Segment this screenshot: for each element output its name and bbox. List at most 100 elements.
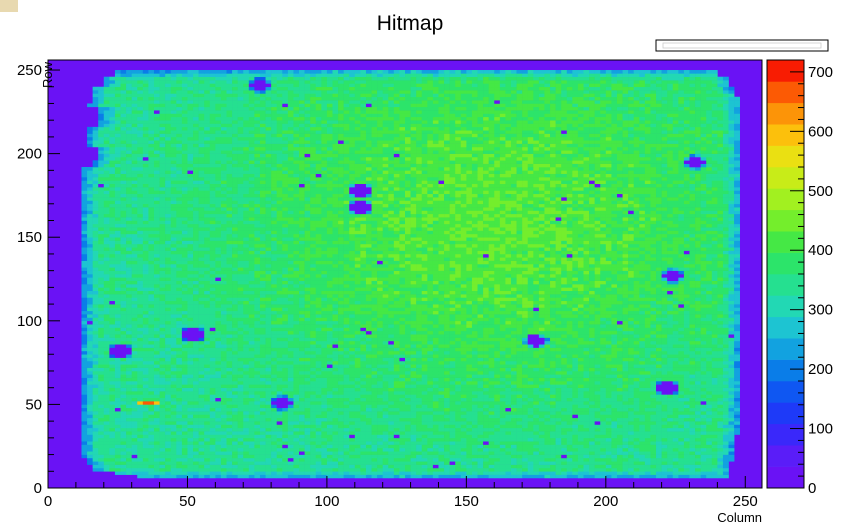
heatmap-cell	[410, 370, 417, 375]
heatmap-cell	[678, 374, 685, 378]
heatmap-cell	[577, 464, 584, 469]
heatmap-cell	[159, 417, 166, 422]
heatmap-cell	[321, 360, 328, 365]
heatmap-cell	[276, 467, 283, 472]
heatmap-cell	[232, 350, 238, 355]
heatmap-cell	[455, 424, 462, 429]
heatmap-cell	[600, 464, 607, 469]
heatmap-cell	[589, 401, 595, 405]
heatmap-cell	[299, 414, 305, 419]
heatmap-cell	[566, 370, 573, 375]
heatmap-cell	[360, 407, 367, 412]
heatmap-cell	[299, 431, 305, 435]
heatmap-cell	[338, 427, 344, 432]
heatmap-cell	[499, 454, 506, 459]
heatmap-cell	[577, 471, 584, 475]
heatmap-cell	[293, 367, 300, 372]
heatmap-cell	[293, 447, 300, 452]
heatmap-cell	[271, 347, 278, 352]
heatmap-cell	[338, 377, 344, 382]
heatmap-cell	[332, 467, 339, 472]
heatmap-cell	[103, 441, 110, 445]
heatmap-cell	[516, 381, 523, 385]
heatmap-cell	[193, 404, 199, 409]
heatmap-cell	[695, 377, 701, 382]
heatmap-cell	[583, 467, 590, 472]
heatmap-cell	[711, 451, 718, 455]
heatmap-cell	[611, 374, 618, 378]
heatmap-cell	[538, 421, 545, 425]
heatmap-cell	[656, 360, 662, 365]
heatmap-cell	[399, 404, 406, 409]
heatmap-cell	[550, 347, 556, 352]
heatmap-cell	[438, 417, 445, 422]
heatmap-cell	[505, 407, 512, 412]
heatmap-cell	[388, 457, 395, 462]
heatmap-cell	[460, 444, 467, 449]
heatmap-cell	[572, 401, 579, 405]
heatmap-cell	[488, 350, 495, 355]
heatmap-cell	[516, 350, 523, 355]
heatmap-cell	[87, 394, 93, 399]
heatmap-cell	[678, 394, 685, 399]
heatmap-cell	[438, 454, 445, 459]
heatmap-cell	[661, 437, 668, 442]
heatmap-cell	[728, 407, 735, 412]
heatmap-cell	[365, 474, 372, 479]
heatmap-cell	[276, 404, 283, 409]
heatmap-cell	[315, 451, 322, 455]
heatmap-cell	[92, 397, 99, 402]
heatmap-cell	[126, 451, 132, 455]
heatmap-cell	[360, 357, 367, 362]
heatmap-cell	[711, 391, 718, 395]
heatmap-cell	[360, 464, 367, 469]
heatmap-cell	[131, 444, 138, 449]
heatmap-cell	[460, 350, 467, 355]
heatmap-cell	[449, 407, 456, 412]
heatmap-cell	[321, 431, 328, 435]
heatmap-cell	[650, 391, 657, 395]
heatmap-cell	[92, 364, 99, 368]
heatmap-cell	[360, 431, 367, 435]
heatmap-cell	[449, 360, 456, 365]
heatmap-cell	[438, 334, 445, 338]
heatmap-cell	[427, 367, 434, 372]
heatmap-cell	[639, 340, 646, 345]
heatmap-cell	[533, 357, 540, 362]
heatmap-cell	[382, 457, 389, 462]
heatmap-cell	[477, 474, 484, 479]
heatmap-cell	[198, 474, 205, 479]
heatmap-cell	[522, 354, 529, 358]
heatmap-cell	[293, 391, 300, 395]
heatmap-cell	[683, 384, 690, 388]
heatmap-cell	[700, 387, 707, 392]
heatmap-cell	[131, 411, 138, 415]
heatmap-cell	[455, 397, 462, 402]
heatmap-cell	[354, 340, 361, 345]
heatmap-cell	[226, 417, 233, 422]
heatmap-cell	[477, 394, 484, 399]
heatmap-cell	[594, 437, 601, 442]
heatmap-cell	[499, 407, 506, 412]
heatmap-cell	[153, 340, 160, 345]
heatmap-cell	[343, 404, 350, 409]
heatmap-cell	[148, 451, 155, 455]
heatmap-cell	[388, 431, 395, 435]
heatmap-cell	[193, 471, 199, 475]
heatmap-cell	[259, 401, 266, 405]
heatmap-cell	[533, 387, 540, 392]
heatmap-cell	[695, 434, 701, 439]
heatmap-cell	[377, 457, 383, 462]
heatmap-cell	[165, 421, 172, 425]
heatmap-cell	[432, 434, 439, 439]
heatmap-cell	[354, 434, 361, 439]
heatmap-cell	[644, 454, 651, 459]
heatmap-cell	[92, 370, 99, 375]
heatmap-cell	[215, 437, 222, 442]
heatmap-cell	[616, 414, 623, 419]
heatmap-cell	[126, 370, 132, 375]
heatmap-cell	[722, 397, 729, 402]
heatmap-cell	[321, 381, 328, 385]
heatmap-cell	[243, 441, 250, 445]
heatmap-cell	[594, 381, 601, 385]
